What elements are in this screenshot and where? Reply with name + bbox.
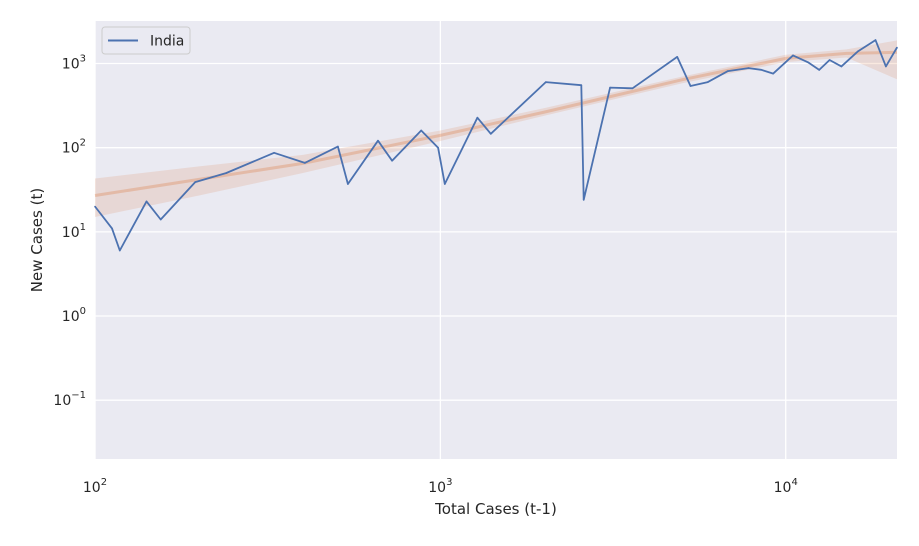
y-tick-labels: 10−1 100 101 102 103 [53,54,86,410]
series-point-34 [840,65,843,68]
series-point-33 [828,59,831,61]
series-point-8 [304,162,306,164]
series-point-19 [580,84,583,86]
series-point-28 [760,69,763,71]
series-point-31 [807,61,809,64]
y-tick-label-3: 102 [62,138,86,157]
series-point-35 [857,50,859,52]
series-point-12 [391,159,393,162]
series-point-32 [818,69,820,71]
series-point-7 [273,152,275,154]
series-point-3 [145,200,148,203]
series-point-1 [111,227,113,230]
series-point-26 [727,70,729,72]
series-point-10 [347,183,349,185]
series-point-27 [747,67,750,69]
series-point-2 [119,249,121,252]
series-point-36 [874,39,877,41]
series-point-20 [582,199,585,201]
x-tick-label-0: 102 [83,477,107,496]
series-point-4 [159,218,162,221]
series-point-24 [689,85,692,87]
series-point-6 [225,172,228,174]
series-point-13 [420,129,423,132]
series-point-38 [896,46,898,49]
series-point-11 [377,139,379,142]
series-point-16 [476,116,479,119]
y-tick-label-2: 101 [62,222,86,241]
legend-label-india: India [150,34,184,50]
series-point-18 [545,81,547,83]
y-tick-label-1: 100 [62,306,86,325]
series-point-17 [490,133,492,135]
y-tick-label-0: 10−1 [53,390,86,409]
series-point-14 [437,146,439,149]
series-point-23 [676,56,678,58]
grid [94,21,897,459]
series-point-21 [609,86,611,89]
x-tick-label-2: 104 [774,477,798,496]
x-tick-labels: 102 103 104 [83,477,798,496]
legend: India [101,26,191,55]
y-tick-label-4: 103 [62,54,86,73]
series-point-22 [631,87,634,90]
trend-confidence-band [95,40,897,218]
series-point-9 [337,145,339,148]
plot-background [95,21,897,459]
series-point-29 [772,72,774,75]
series-point-15 [444,183,446,185]
series-point-0 [94,205,96,208]
y-axis-label: New Cases (t) [28,188,46,292]
x-axis-label: Total Cases (t-1) [434,500,557,518]
series-point-37 [885,65,887,68]
trend-layer [94,50,898,197]
series-point-5 [194,181,196,183]
x-tick-label-1: 103 [428,477,452,496]
trend-line [94,50,898,197]
trend-band-layer [95,40,897,218]
series-layer [94,39,898,252]
series-point-25 [707,81,709,83]
legend-box [101,26,191,55]
series-point-30 [792,54,794,57]
